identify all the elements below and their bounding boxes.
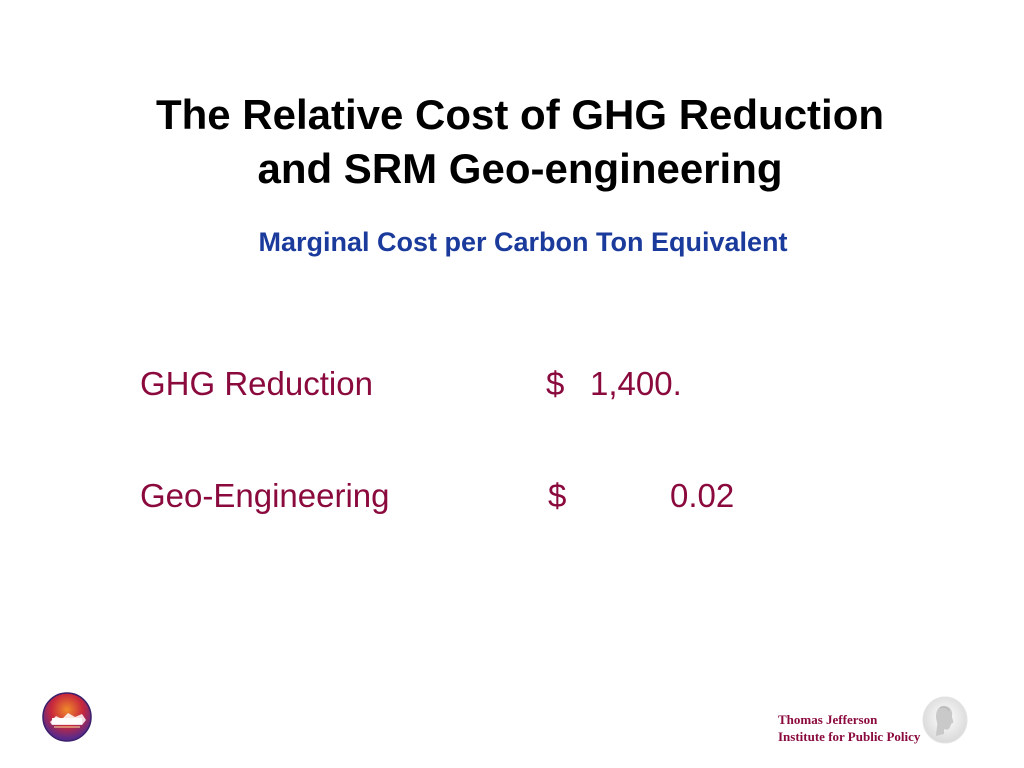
cost-row-currency: $ — [546, 365, 565, 402]
cost-row-amount: 1,400. — [590, 365, 682, 402]
cost-row-amount: 0.02 — [670, 477, 735, 514]
virginia-seal-logo-icon — [42, 692, 92, 742]
cost-row-label: Geo-Engineering — [140, 477, 390, 514]
title-line-1: The Relative Cost of GHG Reduction — [155, 91, 885, 138]
title-line-2: and SRM Geo-engineering — [257, 145, 783, 192]
slide-subtitle: Marginal Cost per Carbon Ton Equivalent — [258, 227, 788, 257]
footer-line-2: Institute for Public Policy — [778, 729, 921, 744]
footer-organization: Thomas Jefferson Institute for Public Po… — [778, 711, 920, 745]
jefferson-silhouette-logo-icon — [922, 696, 968, 744]
cost-row-label: GHG Reduction — [140, 365, 373, 402]
slide-title: The Relative Cost of GHG Reduction and S… — [0, 88, 1024, 196]
cost-row-currency: $ — [548, 477, 567, 514]
footer-line-1: Thomas Jefferson — [778, 712, 878, 727]
